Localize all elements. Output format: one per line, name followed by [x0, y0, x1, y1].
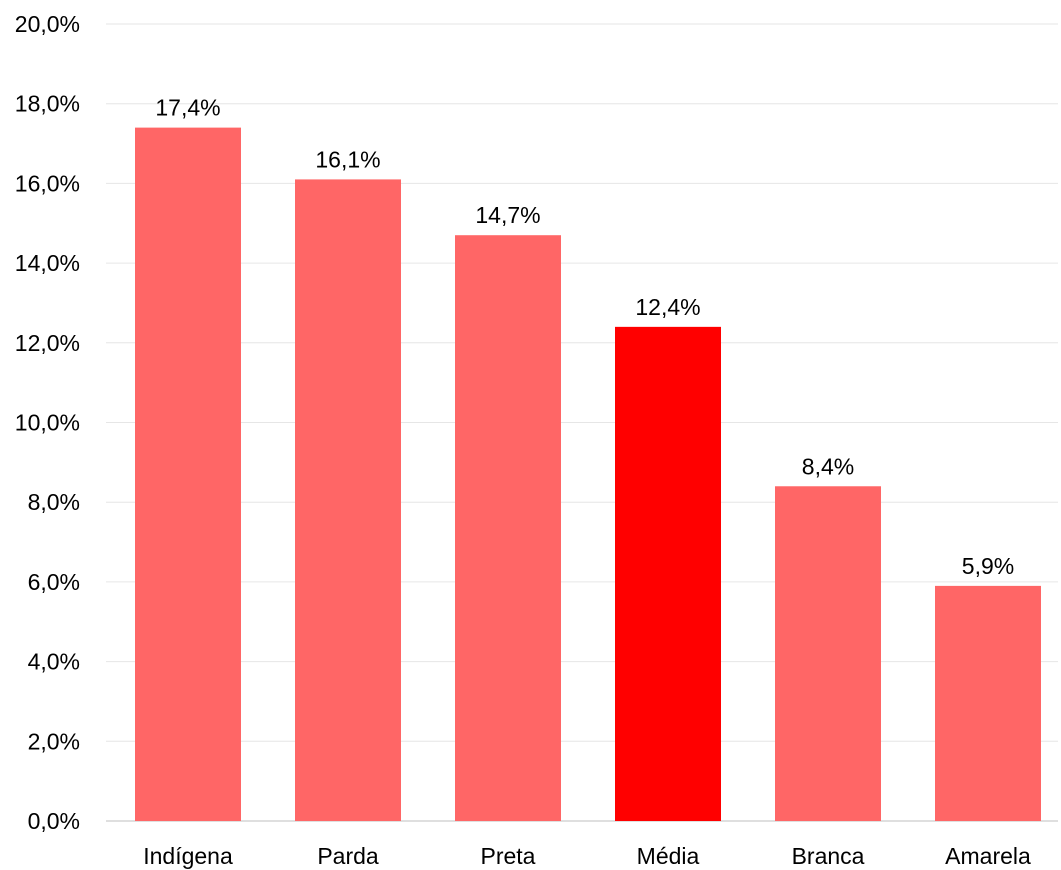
- x-category-label: Indígena: [143, 843, 233, 869]
- y-tick-label: 18,0%: [15, 91, 80, 117]
- y-tick-label: 8,0%: [28, 489, 80, 515]
- y-tick-label: 6,0%: [28, 569, 80, 595]
- data-label: 17,4%: [155, 95, 220, 121]
- bar: [135, 127, 241, 822]
- x-axis-category-labels: Indígena Parda Preta Média Branca Amarela: [143, 843, 1031, 869]
- y-tick-label: 2,0%: [28, 728, 80, 754]
- bar: [455, 235, 561, 821]
- y-tick-label: 0,0%: [28, 808, 80, 834]
- y-tick-label: 10,0%: [15, 410, 80, 436]
- gridlines: [106, 23, 1058, 822]
- data-label: 16,1%: [315, 146, 380, 172]
- y-axis-tick-labels: 0,0% 2,0% 4,0% 6,0% 8,0% 10,0% 12,0% 14,0% 16,0%…: [15, 11, 80, 834]
- bar: [295, 179, 401, 822]
- bar: [935, 585, 1041, 821]
- x-category-label: Branca: [792, 843, 865, 869]
- data-labels: 17,4% 16,1% 14,7% 12,4% 8,4% 5,9%: [155, 95, 1014, 579]
- bar: [775, 486, 881, 821]
- y-tick-label: 4,0%: [28, 649, 80, 675]
- x-category-label: Amarela: [945, 843, 1031, 869]
- bar-highlight: [615, 326, 721, 821]
- data-label: 12,4%: [635, 294, 700, 320]
- data-label: 14,7%: [475, 202, 540, 228]
- y-tick-label: 12,0%: [15, 330, 80, 356]
- y-tick-label: 16,0%: [15, 170, 80, 196]
- data-label: 5,9%: [962, 553, 1014, 579]
- bars: [135, 127, 1041, 822]
- x-category-label: Parda: [317, 843, 379, 869]
- x-category-label: Média: [637, 843, 700, 869]
- y-tick-label: 14,0%: [15, 250, 80, 276]
- y-tick-label: 20,0%: [15, 11, 80, 37]
- x-category-label: Preta: [481, 843, 536, 869]
- data-label: 8,4%: [802, 453, 854, 479]
